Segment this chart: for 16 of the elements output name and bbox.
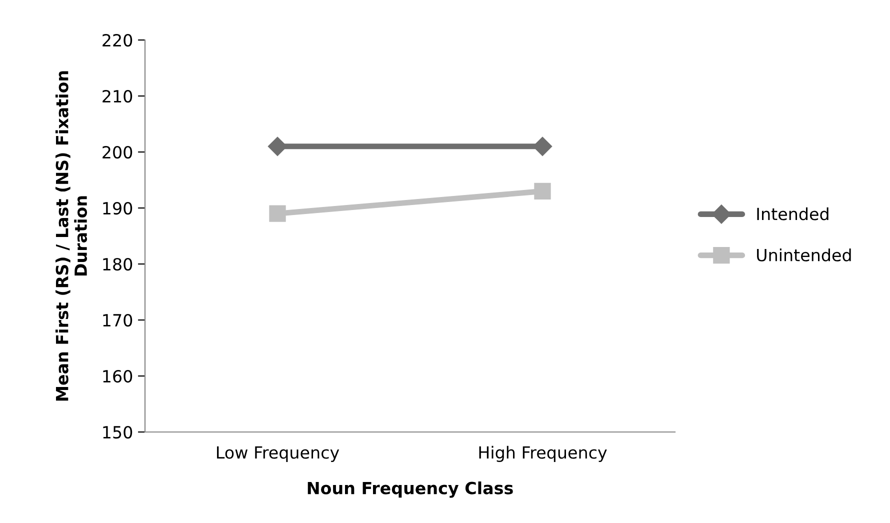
legend-label: Unintended xyxy=(757,248,851,262)
y-tick-label: 210 xyxy=(102,90,132,103)
y-tick-label: 180 xyxy=(103,258,132,271)
point xyxy=(534,182,551,200)
x-tick-label: Low Frequency xyxy=(217,446,340,462)
y-axis-title: Mean First (RS) / Last (NS) Fixation Duration xyxy=(55,71,88,401)
y-tick-label: 200 xyxy=(102,146,132,159)
point xyxy=(269,205,286,222)
y-tick-label: 170 xyxy=(103,314,132,327)
x-tick-label: High Frequency xyxy=(479,446,607,462)
y-tick-label: 160 xyxy=(103,370,132,383)
y-tick-label: 190 xyxy=(103,202,132,215)
y-tick-label: 220 xyxy=(102,34,132,47)
x-axis-title: Noun Frequency Class xyxy=(308,481,513,498)
legend-label: Intended xyxy=(757,207,828,220)
y-tick-label: 150 xyxy=(103,426,132,439)
